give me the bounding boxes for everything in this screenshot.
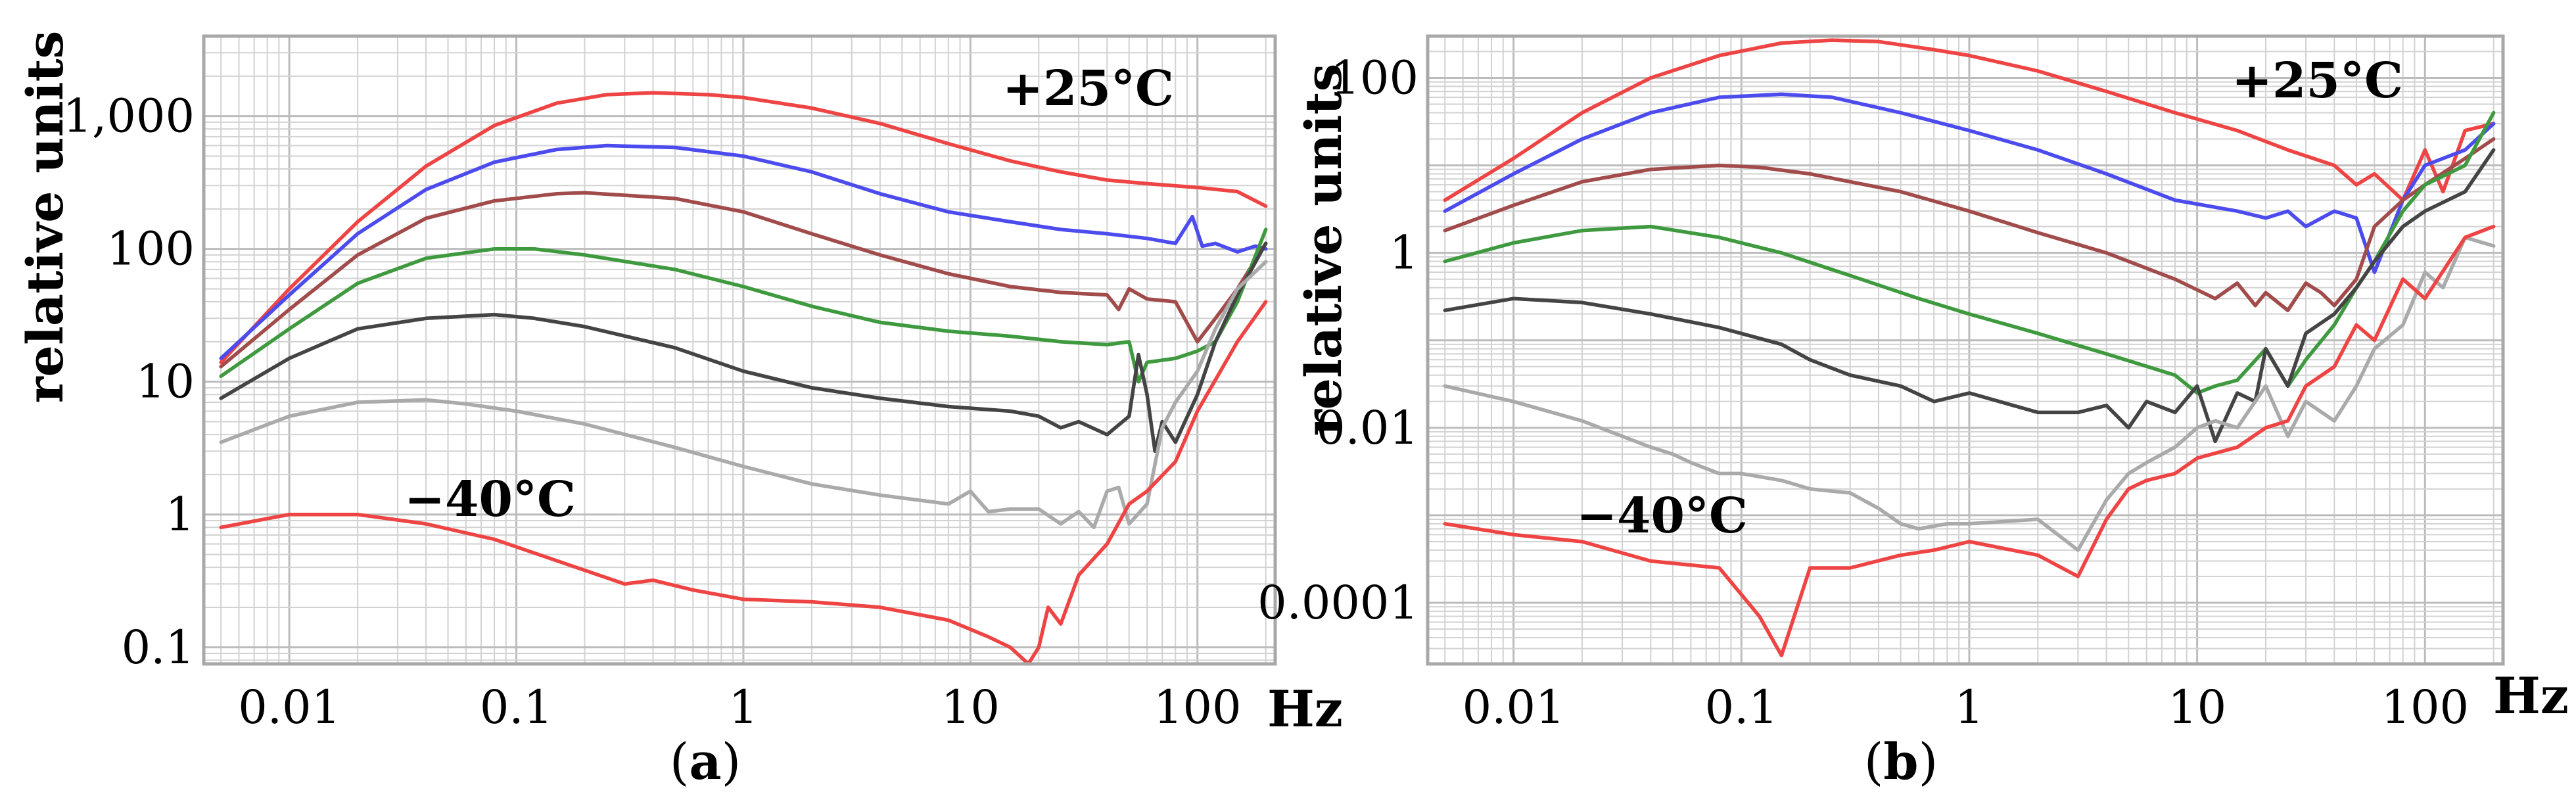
- panel-b-x-tick-label: 0.01: [1463, 680, 1565, 734]
- chart-panel-b: 0.0001 0.01 1 100 0.01 0.1 1 10 100 relative un…: [1257, 34, 2569, 791]
- panel-a-x-unit-label: Hz: [1267, 680, 1343, 738]
- panel-b-series-7: [1443, 224, 2496, 657]
- panel-b-y-tick-label: 0.01: [1316, 401, 1418, 455]
- panel-b-x-tick-label: 1: [1955, 680, 1984, 734]
- panel-a-x-tick-label: 0.1: [480, 680, 553, 734]
- panel-b-x-tick-label: 0.1: [1705, 680, 1778, 734]
- panel-a-y-tick-label: 10: [136, 355, 195, 409]
- panel-a-series-6: [219, 260, 1268, 530]
- panel-b-x-unit-label: Hz: [2493, 667, 2569, 725]
- panel-b-annotation-warm: +25°C: [2232, 53, 2403, 109]
- panel-b-label: (b): [1864, 732, 1938, 791]
- panel-b-y-tick-label: 1: [1389, 226, 1418, 280]
- panel-a-y-tick-label: 0.1: [122, 621, 195, 674]
- panel-a-series-5: [219, 241, 1268, 454]
- panel-a-label: (a): [670, 732, 741, 791]
- panel-a-series-2: [219, 143, 1268, 360]
- panel-b-x-tick-label: 10: [2168, 680, 2226, 734]
- panel-b-x-ticks: 0.01 0.1 1 10 100: [1463, 680, 2469, 734]
- panel-a-x-tick-label: 1: [729, 680, 759, 734]
- panel-a-x-tick-label: 0.01: [238, 680, 340, 734]
- panel-b-y-tick-label: 100: [1330, 51, 1418, 105]
- panel-a-letter: a: [689, 732, 721, 791]
- panel-b-x-tick-label: 100: [2381, 680, 2469, 734]
- panel-a-x-tick-label: 100: [1154, 680, 1242, 734]
- panel-b-y-axis-title: relative units: [1294, 64, 1353, 436]
- panel-a-annotation-warm: +25°C: [1002, 60, 1174, 117]
- panel-b-series: [1443, 38, 2496, 657]
- panel-b-series-6: [1443, 235, 2496, 552]
- panel-a-y-tick-label: 100: [106, 222, 195, 276]
- panel-a-y-axis-title: relative units: [16, 31, 74, 404]
- panel-a-series-3: [219, 191, 1268, 369]
- panel-a-x-ticks: 0.01 0.1 1 10 100: [238, 680, 1241, 734]
- panel-b-y-tick-label: 0.0001: [1257, 576, 1418, 630]
- panel-a-x-tick-label: 10: [941, 680, 1000, 734]
- panel-a-series: [219, 91, 1268, 666]
- panel-b-y-ticks: 0.0001 0.01 1 100: [1257, 51, 1418, 629]
- panel-b-series-1: [1443, 38, 2496, 202]
- panel-b-annotation-cold: −40°C: [1576, 488, 1748, 544]
- panel-a-y-ticks: 0.1 1 10 100 1,000: [63, 89, 195, 674]
- panel-a-y-tick-label: 1,000: [63, 89, 195, 143]
- panel-a-grid: [204, 35, 1275, 664]
- panel-b-series-3: [1443, 137, 2496, 312]
- panel-a-series-4: [219, 227, 1268, 384]
- panel-b-frame: [1426, 34, 2505, 666]
- panel-a-series-1: [219, 91, 1268, 364]
- panel-a-frame: [202, 34, 1277, 666]
- chart-panel-a: 0.1 1 10 100 1,000 0.01 0.1 1 10 100 relative un…: [16, 31, 1343, 791]
- panel-b-grid: [1428, 35, 2503, 665]
- panel-a-y-tick-label: 1: [165, 488, 195, 542]
- panel-b-letter: b: [1883, 732, 1918, 791]
- panel-a-annotation-cold: −40°C: [404, 471, 576, 528]
- panel-a-series-7: [219, 300, 1268, 666]
- panel-b-series-5: [1443, 148, 2496, 444]
